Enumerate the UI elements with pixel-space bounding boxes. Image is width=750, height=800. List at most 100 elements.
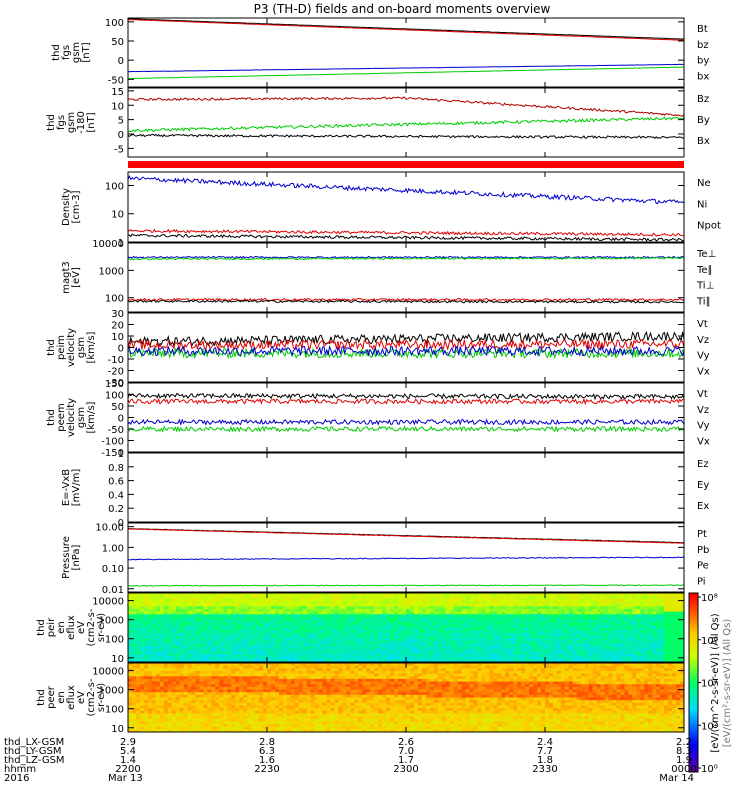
heat-cell	[461, 611, 467, 615]
heat-cell	[560, 619, 566, 623]
heat-cell	[282, 632, 288, 637]
heat-cell	[592, 595, 598, 599]
heat-cell	[298, 640, 304, 645]
heat-cell	[259, 729, 264, 732]
heat-cell	[608, 656, 614, 660]
heat-cell	[259, 713, 264, 717]
heat-cell	[485, 627, 490, 631]
y-tick-label: 1	[118, 449, 124, 460]
heat-cell	[513, 600, 518, 605]
heat-cell	[358, 635, 363, 639]
heat-cell	[227, 681, 232, 685]
heat-cell	[128, 624, 133, 629]
heat-cell	[191, 595, 197, 599]
heat-cell	[163, 721, 169, 725]
heat-cell	[497, 659, 502, 662]
heat-cell	[402, 611, 407, 615]
heat-cell	[171, 616, 177, 621]
heat-cell	[592, 600, 598, 605]
heat-cell	[660, 632, 665, 637]
heat-cell	[175, 668, 181, 672]
heat-cell	[282, 598, 288, 602]
heat-cell	[171, 726, 177, 730]
heat-cell	[366, 622, 371, 626]
heat-cell	[445, 619, 451, 623]
heat-cell	[219, 676, 224, 680]
heat-cell	[239, 686, 244, 691]
heat-cell	[370, 648, 375, 652]
heat-cell	[592, 640, 598, 645]
heat-cell	[441, 598, 447, 602]
heat-cell	[187, 686, 193, 691]
heat-cell	[128, 684, 133, 688]
heat-cell	[223, 721, 228, 725]
heat-cell	[354, 651, 359, 655]
heat-cell	[167, 705, 173, 709]
heat-cell	[465, 646, 471, 650]
heat-cell	[183, 635, 189, 639]
heat-cell	[314, 659, 320, 662]
heat-cell	[485, 614, 490, 618]
heat-cell	[505, 619, 510, 623]
heat-cell	[358, 595, 363, 599]
heat-cell	[465, 614, 471, 618]
heat-cell	[354, 595, 359, 599]
heat-cell	[255, 663, 260, 667]
heat-cell	[676, 627, 681, 631]
heat-cell	[584, 648, 590, 652]
heat-cell	[489, 651, 494, 655]
heat-cell	[628, 643, 633, 647]
heat-cell	[668, 638, 673, 642]
heat-cell	[251, 616, 256, 621]
heat-cell	[163, 713, 169, 717]
heat-cell	[147, 702, 153, 707]
heat-cell	[128, 600, 133, 605]
heat-cell	[207, 686, 212, 691]
heat-cell	[239, 729, 244, 732]
heat-cell	[568, 635, 574, 639]
heat-cell	[223, 643, 228, 647]
heat-cell	[676, 651, 681, 655]
heat-cell	[322, 651, 328, 655]
heat-cell	[592, 624, 598, 629]
heat-cell	[179, 705, 185, 709]
heat-cell	[219, 718, 224, 722]
heat-cell	[425, 656, 431, 660]
heat-cell	[128, 705, 133, 709]
heat-cell	[187, 729, 193, 732]
heat-cell	[588, 643, 594, 647]
heat-cell	[251, 593, 256, 597]
heat-cell	[533, 611, 538, 615]
heat-cell	[247, 656, 252, 660]
heat-cell	[199, 643, 205, 647]
heat-cell	[588, 593, 594, 597]
heat-cell	[465, 643, 471, 647]
heat-cell	[187, 606, 193, 610]
heat-cell	[342, 624, 348, 629]
heat-cell	[525, 659, 530, 662]
y-axis-label: thd	[46, 339, 57, 356]
heat-cell	[274, 668, 280, 672]
heat-cell	[449, 606, 455, 610]
heat-cell	[600, 622, 606, 626]
heat-cell	[350, 608, 355, 613]
heat-cell	[485, 630, 490, 634]
heat-cell	[183, 668, 189, 672]
heat-cell	[378, 656, 383, 660]
heat-cell	[199, 686, 205, 691]
heat-cell	[616, 624, 622, 629]
heat-cell	[664, 608, 669, 613]
heat-cell	[461, 600, 467, 605]
legend-Pt: Pt	[697, 529, 707, 540]
heat-cell	[580, 611, 586, 615]
heat-cell	[370, 611, 375, 615]
heat-cell	[235, 681, 240, 685]
heat-cell	[437, 595, 443, 599]
y-axis-label: Density	[61, 188, 72, 226]
heat-cell	[382, 654, 387, 658]
heat-cell	[131, 643, 137, 647]
heat-cell	[298, 651, 304, 655]
heat-cell	[274, 663, 280, 667]
heat-cell	[596, 608, 602, 613]
heat-cell	[346, 651, 351, 655]
